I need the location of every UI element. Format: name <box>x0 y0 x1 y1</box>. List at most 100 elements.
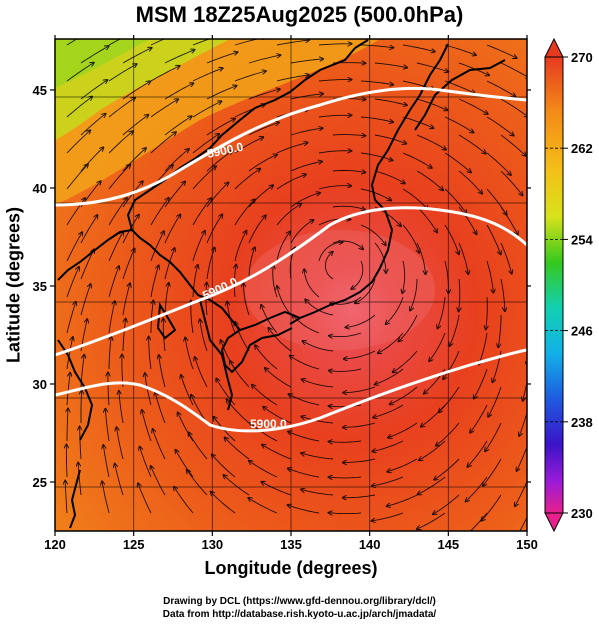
streamline <box>263 407 292 424</box>
streamline <box>355 278 376 303</box>
streamline <box>119 391 124 424</box>
streamline <box>289 394 320 406</box>
streamline <box>329 477 362 478</box>
y-tick-label: 30 <box>33 377 47 392</box>
streamline <box>468 440 488 467</box>
streamline <box>458 134 486 154</box>
streamline <box>479 332 488 364</box>
streamline <box>387 458 418 472</box>
x-tick-label: 125 <box>123 537 145 552</box>
streamline <box>402 188 428 210</box>
streamline <box>483 458 502 486</box>
streamline <box>108 266 119 298</box>
streamline <box>374 62 407 68</box>
streamline <box>402 116 433 128</box>
streamline <box>288 432 320 442</box>
streamline <box>318 80 351 81</box>
streamline <box>192 166 216 190</box>
streamline <box>149 337 152 370</box>
streamline <box>66 232 82 262</box>
streamline <box>517 445 527 471</box>
streamline <box>290 356 320 370</box>
streamline <box>290 94 323 100</box>
streamline <box>288 469 320 478</box>
streamline <box>418 476 446 494</box>
streamline <box>192 101 221 118</box>
credit-data: Data from http://database.rish.kyoto-u.a… <box>162 609 437 620</box>
streamline <box>108 98 135 118</box>
streamline <box>429 332 446 361</box>
streamline <box>269 328 292 352</box>
streamline <box>318 151 351 154</box>
streamline <box>416 206 437 232</box>
streamline <box>541 351 543 383</box>
colorbar-tick-label: 230 <box>571 506 593 521</box>
colorbar-tick-label: 246 <box>571 324 593 339</box>
streamline <box>108 301 115 334</box>
streamline <box>318 242 343 262</box>
streamline <box>360 224 386 245</box>
streamline <box>444 152 471 172</box>
streamline <box>534 423 543 454</box>
streamline <box>290 128 323 136</box>
streamline <box>150 99 178 118</box>
streamline <box>66 337 73 370</box>
streamline <box>192 231 205 262</box>
streamline <box>150 198 169 226</box>
x-tick-label: 150 <box>516 537 538 552</box>
streamline <box>372 512 404 521</box>
streamline <box>212 455 236 478</box>
streamline <box>390 386 418 404</box>
streamline <box>399 314 418 341</box>
streamline <box>444 188 466 213</box>
streamline <box>248 122 279 136</box>
streamline <box>206 248 215 280</box>
streamline <box>293 315 320 334</box>
streamline <box>416 134 446 150</box>
streamline <box>248 247 255 280</box>
streamline <box>234 39 266 46</box>
streamline <box>486 152 511 175</box>
streamline <box>532 459 543 489</box>
streamline <box>470 404 488 433</box>
streamline <box>122 48 152 64</box>
streamline <box>500 134 526 156</box>
streamline <box>248 498 278 514</box>
streamline <box>387 494 418 506</box>
credit-drawing: Drawing by DCL (https://www.gfd-dennou.o… <box>163 596 436 607</box>
streamline <box>150 266 159 298</box>
streamline <box>332 240 363 249</box>
streamline <box>65 481 67 514</box>
streamline <box>151 301 153 333</box>
streamline <box>189 433 208 460</box>
streamline <box>378 332 404 353</box>
streamline <box>181 375 194 406</box>
streamline <box>402 44 435 52</box>
grid-lines <box>55 39 527 531</box>
streamline <box>195 357 208 388</box>
streamline <box>421 404 446 427</box>
streamline <box>374 242 386 273</box>
streamline <box>290 162 322 172</box>
streamline <box>529 297 532 329</box>
streamline <box>108 131 133 154</box>
streamline <box>80 427 81 460</box>
streamline <box>360 152 393 160</box>
streamline <box>351 260 364 289</box>
streamline <box>500 206 518 235</box>
streamline <box>164 50 195 64</box>
streamline <box>433 494 460 514</box>
streamline <box>402 224 419 253</box>
streamline <box>105 409 110 442</box>
streamline <box>416 62 448 72</box>
streamline <box>115 464 124 496</box>
streamline <box>486 44 517 58</box>
coastlines <box>57 39 506 529</box>
chart-title: MSM 18Z25Aug2025 (500.0hPa) <box>135 2 464 27</box>
streamline <box>66 373 70 406</box>
streamline <box>498 315 502 347</box>
streamline <box>187 470 208 496</box>
streamline <box>434 458 460 480</box>
streamline <box>360 116 393 122</box>
